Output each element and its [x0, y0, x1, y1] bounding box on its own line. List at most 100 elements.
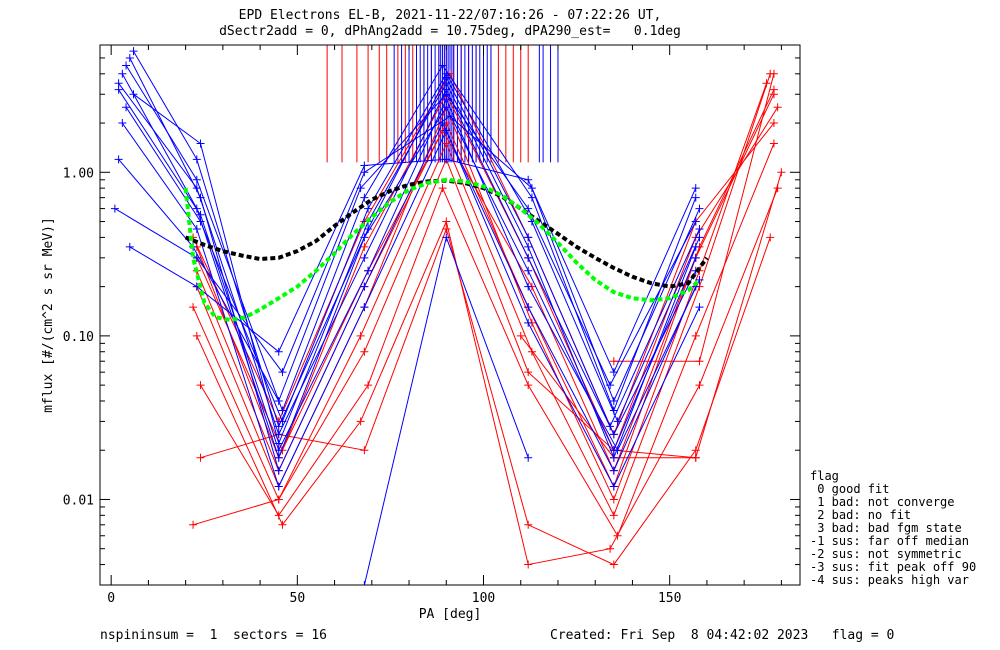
data-point-7-7 [695, 303, 704, 312]
footer-spin-info: nspininsum = 1 sectors = 16 [100, 628, 327, 643]
data-point-14-4 [527, 347, 536, 356]
data-point-7-4 [442, 126, 451, 135]
data-point-16-7 [769, 139, 778, 148]
series-line-18 [192, 72, 775, 436]
data-point-10-4 [442, 155, 451, 164]
data-point-15-7 [773, 103, 782, 112]
flag-legend: flag 0 good fit 1 bad: not converge 2 ba… [810, 470, 976, 587]
series-line-22 [192, 157, 782, 526]
data-point-22-1 [274, 495, 283, 504]
series-line-3 [129, 57, 697, 473]
data-point-6-0 [129, 90, 138, 99]
series-line-0 [118, 83, 697, 436]
data-point-17-5 [609, 495, 618, 504]
x-axis-label: PA [deg] [419, 607, 482, 622]
data-point-6-5 [524, 242, 533, 251]
series-line-11 [133, 50, 700, 428]
data-point-1-0 [118, 69, 127, 78]
legend-item-7: -4 sus: peaks high var [810, 573, 969, 587]
data-point-3-3 [360, 282, 369, 291]
data-point-19-6 [695, 381, 704, 390]
data-point-2-6 [613, 417, 622, 426]
data-point-6-7 [691, 242, 700, 251]
data-point-7-0 [118, 119, 127, 128]
data-point-14-5 [609, 511, 618, 520]
data-point-8-0 [122, 61, 131, 70]
x-tick-label-3: 150 [658, 591, 681, 606]
data-point-7-5 [524, 318, 533, 327]
data-point-19-0 [192, 331, 201, 340]
data-point-19-4 [524, 560, 533, 569]
data-point-3-5 [524, 303, 533, 312]
legend-item-5: -2 sus: not symmetric [810, 547, 962, 561]
data-point-9-4 [442, 95, 451, 104]
data-point-19-5 [606, 544, 615, 553]
data-point-11-4 [442, 73, 451, 82]
data-point-11-5 [524, 233, 533, 242]
data-point-10-2 [274, 347, 283, 356]
series-line-10 [129, 158, 697, 374]
data-point-23-2 [691, 453, 700, 462]
legend-item-6: -3 sus: fit peak off 90 [810, 560, 977, 574]
data-point-2-3 [364, 204, 373, 213]
data-point-19-2 [356, 417, 365, 426]
data-point-19-3 [442, 217, 451, 226]
data-point-20-5 [609, 560, 618, 569]
data-point-10-5 [524, 175, 533, 184]
data-point-3-2 [274, 466, 283, 475]
data-point-8-6 [609, 406, 618, 415]
series-line-14 [192, 73, 771, 517]
data-point-8-1 [192, 175, 201, 184]
data-point-24-1 [695, 357, 704, 366]
data-point-16-3 [438, 184, 447, 193]
data-point-8-7 [691, 193, 700, 202]
data-point-14-3 [442, 139, 451, 148]
data-point-14-2 [356, 331, 365, 340]
legend-title: flag [810, 469, 839, 483]
data-point-11-2 [274, 422, 283, 431]
series-line-8 [125, 64, 697, 412]
data-point-11-1 [192, 155, 201, 164]
data-layer [110, 45, 786, 585]
data-point-9-0 [114, 85, 123, 94]
data-point-12-2 [524, 453, 533, 462]
data-point-11-6 [606, 422, 615, 431]
data-point-0-3 [360, 253, 369, 262]
data-point-9-2 [274, 446, 283, 455]
data-point-5-0 [110, 204, 119, 213]
x-tick-label-2: 100 [472, 591, 495, 606]
series-line-21 [196, 89, 775, 473]
data-point-4-7 [691, 217, 700, 226]
series-line-20 [200, 227, 771, 566]
data-point-9-5 [524, 282, 533, 291]
legend-item-3: 3 bad: bad fgm state [810, 521, 962, 535]
data-point-22-2 [360, 347, 369, 356]
data-point-9-1 [196, 210, 205, 219]
y-tick-label-0: 0.01 [63, 493, 94, 508]
data-point-20-7 [766, 233, 775, 242]
data-point-1-2 [274, 453, 283, 462]
data-point-21-7 [769, 85, 778, 94]
chart-title-line-2: dSectr2add = 0, dPhAng2add = 10.75deg, d… [219, 24, 681, 39]
data-point-10-7 [691, 184, 700, 193]
data-point-7-3 [360, 303, 369, 312]
data-point-24-2 [769, 69, 778, 78]
data-point-20-0 [196, 453, 205, 462]
series-line-12 [363, 235, 529, 585]
data-point-20-2 [360, 446, 369, 455]
data-point-10-6 [609, 368, 618, 377]
data-point-11-3 [364, 225, 373, 234]
series-line-19 [196, 187, 779, 566]
data-point-1-7 [691, 253, 700, 262]
y-tick-label-2: 1.00 [63, 166, 94, 181]
data-point-5-6 [609, 396, 618, 405]
chart-title-line-1: EPD Electrons EL-B, 2021-11-22/07:16:26 … [238, 8, 662, 23]
data-point-2-0 [122, 103, 131, 112]
data-point-5-7 [695, 204, 704, 213]
data-point-12-1 [442, 233, 451, 242]
data-point-17-7 [762, 79, 771, 88]
data-point-0-5 [524, 253, 533, 262]
legend-item-0: 0 good fit [810, 482, 890, 496]
data-point-4-0 [114, 155, 123, 164]
data-point-3-6 [609, 466, 618, 475]
